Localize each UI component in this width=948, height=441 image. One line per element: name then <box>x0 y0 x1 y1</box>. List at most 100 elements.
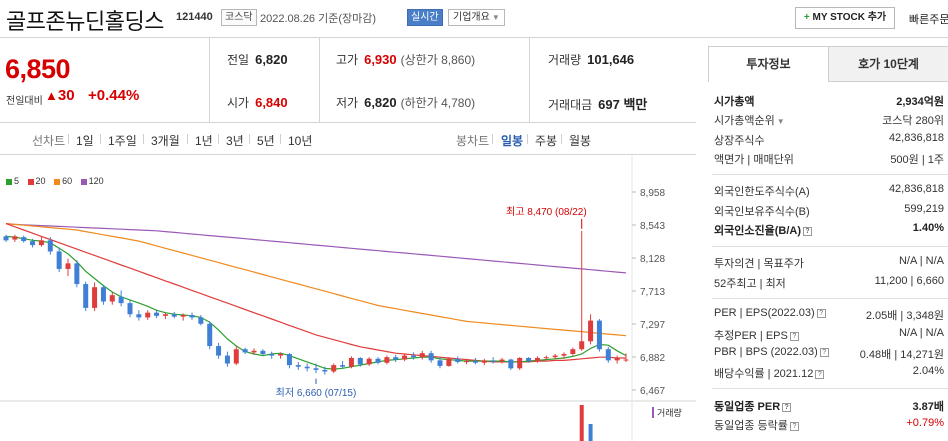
opinion-row: 투자의견 | 목표주가 N/A | N/A <box>714 255 948 273</box>
tab-separator <box>527 134 528 144</box>
listed-shares-label: 상장주식수 <box>714 135 765 147</box>
candle-body <box>56 251 62 269</box>
tab-1year[interactable]: 1년 <box>195 134 213 148</box>
divider <box>319 38 320 123</box>
foreign-ratio-label: 외국인소진율(B/A)? <box>714 222 812 238</box>
stock-name: 골프존뉴딘홀딩스 <box>6 9 164 34</box>
candle-body <box>3 236 9 241</box>
legend-swatch-ma120 <box>80 178 87 185</box>
legend-swatch-ma5 <box>6 178 12 185</box>
help-icon[interactable]: ? <box>819 348 829 357</box>
volume-bar <box>588 424 593 441</box>
price-change-value: 30 <box>57 87 75 104</box>
tab-investment-info[interactable]: 투자정보 <box>708 46 829 82</box>
tab-order-book[interactable]: 호가 10단계 <box>829 46 948 82</box>
candle-body <box>251 350 257 353</box>
tab-5year[interactable]: 5년 <box>257 134 275 148</box>
chevron-down-icon[interactable]: ▼ <box>776 117 785 126</box>
help-icon[interactable]: ? <box>789 422 799 431</box>
candle-body <box>180 315 186 317</box>
candle-body <box>171 314 177 317</box>
candle-body <box>242 349 248 353</box>
week52-label: 52주최고 | 최저 <box>714 278 786 290</box>
candle-body <box>154 312 160 316</box>
tab-monthly-candle[interactable]: 월봉 <box>569 134 592 148</box>
tab-3month[interactable]: 3개월 <box>151 134 180 148</box>
price-change-percent: +0.44% <box>88 87 140 104</box>
candle-body <box>12 236 18 240</box>
help-icon[interactable]: ? <box>816 309 826 318</box>
market-cap-row: 시가총액 2,934억원 <box>714 93 948 111</box>
candle-body <box>65 263 71 269</box>
market-cap-rank-row: 시가총액순위 ▼ 코스닥 280위 <box>714 112 948 130</box>
candle-body <box>490 360 496 362</box>
candle-body <box>331 365 337 372</box>
dividend-value: 2.04% <box>912 365 944 377</box>
opinion-value: N/A | N/A <box>898 255 944 267</box>
price-summary: 6,850 전일대비 ▲30 +0.44% 전일 6,820 시가 6,840 고가… <box>0 38 696 123</box>
upper-limit: (상한가 8,860) <box>400 53 476 67</box>
candle-body <box>340 365 346 367</box>
lower-limit: (하한가 4,780) <box>400 96 476 110</box>
tab-3year[interactable]: 3년 <box>226 134 244 148</box>
divider <box>712 388 948 389</box>
company-overview-dropdown[interactable]: 기업개요 ▼ <box>448 9 505 26</box>
candle-body <box>83 284 89 308</box>
help-icon[interactable]: ? <box>815 370 825 379</box>
low-annotation: 최저 6,660 (07/15) <box>276 387 357 399</box>
help-icon[interactable]: ? <box>789 332 799 341</box>
divider <box>712 298 948 299</box>
candle-body <box>145 312 151 318</box>
tab-1week[interactable]: 1주일 <box>108 134 137 148</box>
tab-separator <box>492 134 493 144</box>
candle-body <box>561 353 567 356</box>
up-triangle-icon: ▲ <box>45 88 58 103</box>
candle-body <box>136 314 142 318</box>
pbr-value: 0.48배 | 14,271원 <box>859 349 944 361</box>
low-value: 6,820 <box>364 95 397 110</box>
stock-header: 골프존뉴딘홀딩스 121440 코스닥 2022.08.26 기준(장마감) 실… <box>0 0 948 38</box>
per-value: 2.05배 | 3,348원 <box>865 310 944 322</box>
price-chart[interactable]: 5 20 60 120 8,958 8,543 8,128 7,713 7,297 6,8… <box>0 156 696 441</box>
candle-body <box>588 320 594 342</box>
market-cap-label: 시가총액 <box>714 96 755 108</box>
tab-weekly-candle[interactable]: 주봉 <box>535 134 558 148</box>
candle-body <box>419 353 425 358</box>
candle-body <box>464 361 470 363</box>
stock-code: 121440 <box>176 11 213 23</box>
face-value-label: 액면가 | 매매단위 <box>714 154 794 166</box>
week52-row: 52주최고 | 최저 11,200 | 6,660 <box>714 275 948 293</box>
candle-body <box>304 366 310 369</box>
realtime-button[interactable]: 실시간 <box>407 9 443 26</box>
candle-body <box>92 287 98 308</box>
foreign-holding-row: 외국인보유주식수(B) 599,219 <box>714 203 948 221</box>
y-tick-label: 7,713 <box>640 287 665 298</box>
tab-10year[interactable]: 10년 <box>288 134 313 148</box>
help-icon[interactable]: ? <box>782 403 792 412</box>
candle-body <box>543 357 549 359</box>
candlestick-chart-svg: 8,958 8,543 8,128 7,713 7,297 6,882 6,467 최고 8… <box>0 156 696 441</box>
foreign-holding-label: 외국인보유주식수(B) <box>714 206 810 218</box>
plus-icon: + <box>803 12 810 23</box>
tab-1day[interactable]: 1일 <box>76 134 94 148</box>
listed-shares-value: 42,836,818 <box>888 132 944 144</box>
pbr-label: PBR | BPS (2022.03)? <box>714 346 829 358</box>
candle-body <box>384 357 390 363</box>
foreign-limit-label: 외국인한도주식수(A) <box>714 186 810 198</box>
add-mystock-label: MY STOCK 추가 <box>812 12 887 23</box>
candle-body <box>366 358 372 365</box>
add-mystock-button[interactable]: + MY STOCK 추가 <box>795 7 895 29</box>
date-text: 2022.08.26 기준(장마감) <box>260 13 377 25</box>
help-icon[interactable]: ? <box>803 227 812 236</box>
ma60-line <box>5 223 627 337</box>
candle-body <box>552 355 558 358</box>
tab-daily-candle[interactable]: 일봉 <box>501 134 524 148</box>
prev-close-stat: 전일 6,820 <box>227 51 288 68</box>
dividend-row: 배당수익률 | 2021.12? 2.04% <box>714 365 948 383</box>
quick-order-link[interactable]: 빠른주문 <box>909 14 948 26</box>
y-tick-label: 6,882 <box>640 353 665 364</box>
market-cap-value: 2,934억원 <box>896 96 944 108</box>
candle-body <box>189 315 195 318</box>
candle-body <box>348 357 354 367</box>
candle-body <box>109 295 115 302</box>
